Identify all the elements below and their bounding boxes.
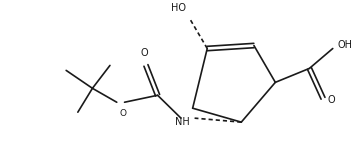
- Text: O: O: [140, 48, 148, 58]
- Text: O: O: [328, 95, 336, 105]
- Text: NH: NH: [175, 117, 190, 127]
- Text: O: O: [119, 109, 126, 118]
- Text: HO: HO: [171, 3, 186, 13]
- Text: OH: OH: [338, 40, 353, 50]
